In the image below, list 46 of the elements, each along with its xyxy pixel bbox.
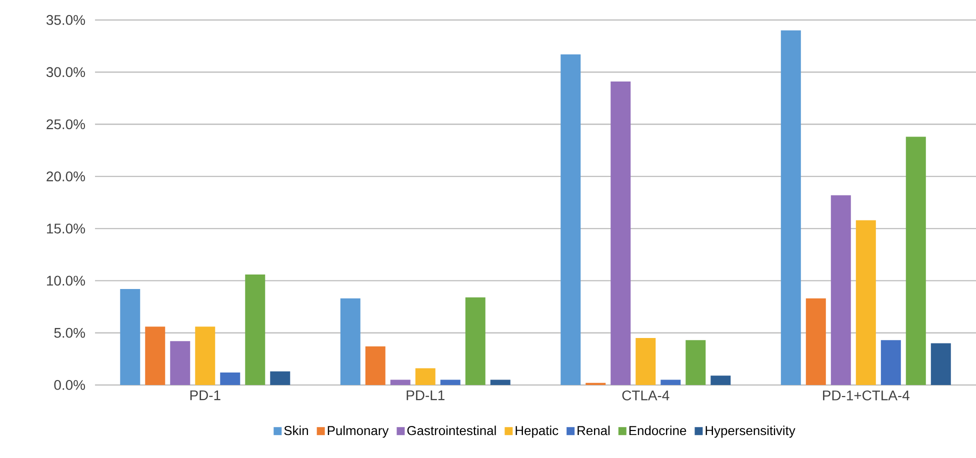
y-tick-label: 15.0% <box>47 224 85 234</box>
bar <box>880 340 901 385</box>
bar <box>610 82 631 385</box>
y-tick-label: 35.0% <box>46 15 85 25</box>
legend-label: Renal <box>578 426 610 436</box>
y-tick-label: 10.0% <box>47 276 85 286</box>
x-tick-label: PD-1 <box>190 390 220 400</box>
bar <box>930 343 951 385</box>
bar <box>340 298 360 385</box>
bar <box>906 136 926 385</box>
legend-label: Pulmonary <box>328 426 389 438</box>
y-tick-label: 20.0% <box>46 171 85 182</box>
bar <box>806 298 826 385</box>
bar <box>710 376 731 385</box>
bar <box>170 341 190 385</box>
legend-label: Hepatic <box>516 426 558 438</box>
x-tick-label: CTLA-4 <box>622 390 670 400</box>
x-tick-label: PD-L1 <box>406 390 444 400</box>
bar <box>780 30 801 385</box>
legend-label: Skin <box>284 426 308 436</box>
y-tick-label: 5.0% <box>54 328 85 338</box>
bar <box>490 380 510 385</box>
y-tick-label: 25.0% <box>46 119 85 130</box>
y-tick-label: 30.0% <box>46 67 85 78</box>
bar <box>830 195 851 385</box>
bar <box>560 54 581 385</box>
bar <box>440 380 460 385</box>
bar <box>145 326 166 385</box>
bar <box>120 289 140 385</box>
bar <box>245 274 266 385</box>
bar <box>856 220 876 385</box>
bar <box>415 368 436 385</box>
legend-label: Hypersensitivity <box>706 426 796 438</box>
y-tick-label: 0.0% <box>54 380 85 390</box>
bar <box>195 326 216 385</box>
bar <box>270 371 290 385</box>
bar <box>365 346 386 385</box>
bar <box>390 380 410 385</box>
bar <box>686 340 706 385</box>
bar <box>636 338 656 385</box>
bar <box>465 297 486 385</box>
bar <box>220 372 240 385</box>
bar <box>660 380 681 385</box>
legend-label: Endocrine <box>629 426 686 436</box>
x-tick-label: PD-1+CTLA-4 <box>823 390 910 400</box>
legend-label: Gastrointestinal <box>407 426 496 436</box>
